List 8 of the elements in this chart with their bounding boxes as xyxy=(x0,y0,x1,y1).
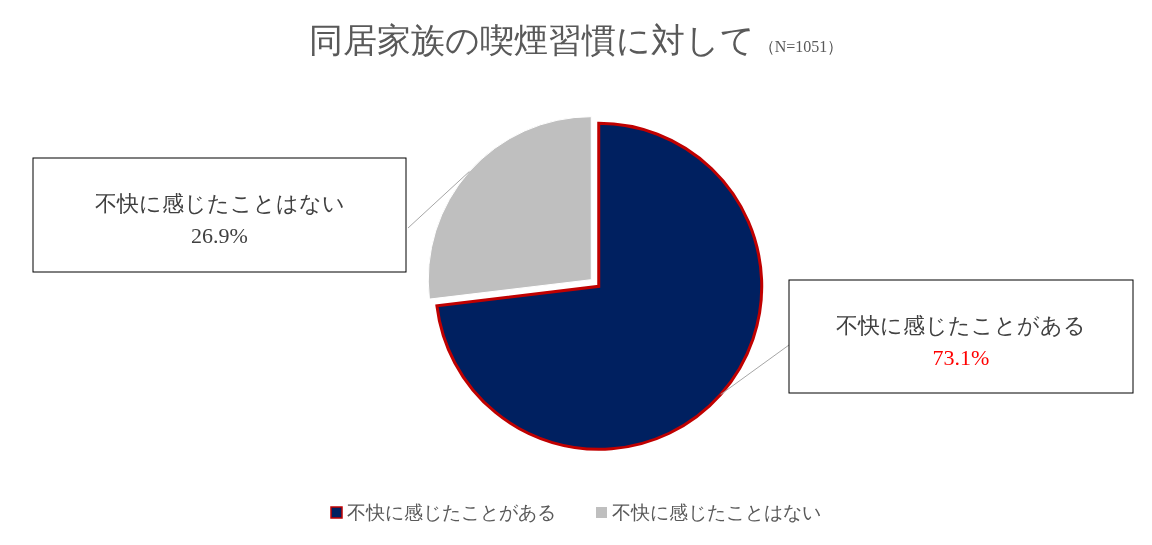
slice-label: 不快に感じたことはない xyxy=(94,191,345,216)
data-label: 26.9% xyxy=(191,223,248,248)
chart-subtitle: （N=1051） xyxy=(754,38,844,55)
data-label: 73.1% xyxy=(932,344,990,370)
slice-label: 不快に感じたことがある xyxy=(836,312,1086,338)
legend-label: 不快に感じたことがある xyxy=(347,502,556,523)
legend-label: 不快に感じたことはない xyxy=(612,502,821,523)
chart-title: 同居家族の喫煙習慣に対して xyxy=(308,22,755,59)
